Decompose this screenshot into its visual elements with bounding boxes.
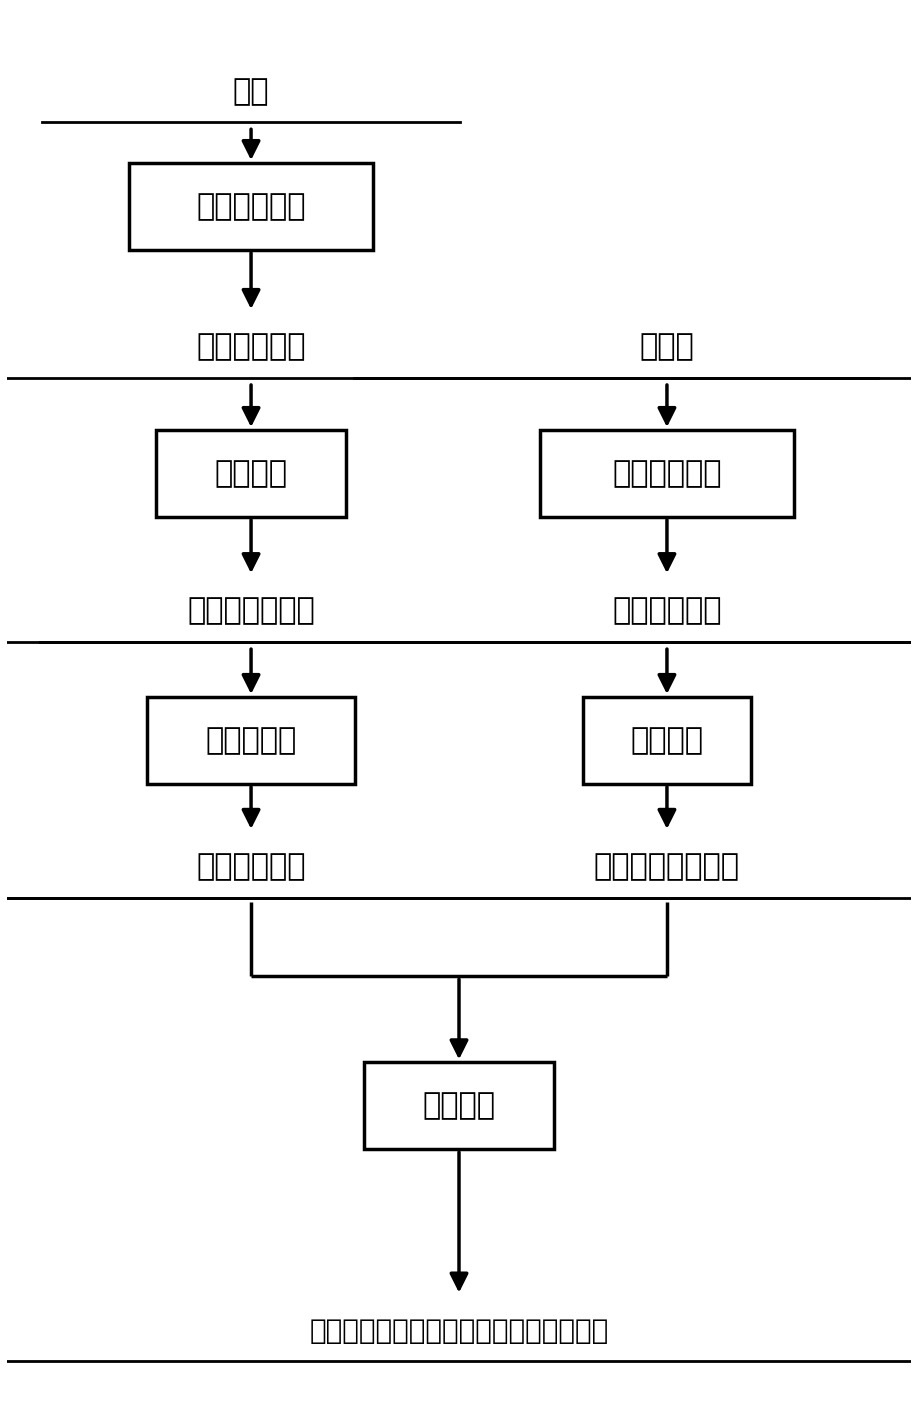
Text: 氯甲基化聚砜: 氯甲基化聚砜 bbox=[196, 332, 306, 362]
Text: 磺化羟丙基壳聚糖: 磺化羟丙基壳聚糖 bbox=[594, 853, 740, 881]
Bar bbox=[541, 430, 793, 517]
Text: 磺化反应: 磺化反应 bbox=[631, 727, 703, 755]
Text: 氯甲基化聚砜膜: 氯甲基化聚砜膜 bbox=[187, 596, 315, 626]
Text: 聚砜: 聚砜 bbox=[233, 77, 269, 106]
Bar bbox=[129, 163, 373, 250]
Text: 羟丙基壳聚糖: 羟丙基壳聚糖 bbox=[612, 596, 722, 626]
Text: 磺化羟丙基壳聚糖改性生物相容性聚砜膜: 磺化羟丙基壳聚糖改性生物相容性聚砜膜 bbox=[309, 1317, 609, 1345]
Bar bbox=[583, 697, 751, 783]
Bar bbox=[156, 430, 346, 517]
Text: 壳聚糖: 壳聚糖 bbox=[640, 332, 694, 362]
Text: 接枝反应: 接枝反应 bbox=[422, 1091, 496, 1120]
Text: 氨基化聚砜膜: 氨基化聚砜膜 bbox=[196, 853, 306, 881]
Text: 氨基化反应: 氨基化反应 bbox=[206, 727, 297, 755]
Text: 氯甲基化反应: 氯甲基化反应 bbox=[196, 192, 306, 221]
Bar bbox=[147, 697, 355, 783]
Bar bbox=[364, 1063, 554, 1149]
Text: 相转化法: 相转化法 bbox=[215, 458, 287, 488]
Text: 羟丙基化反应: 羟丙基化反应 bbox=[612, 458, 722, 488]
